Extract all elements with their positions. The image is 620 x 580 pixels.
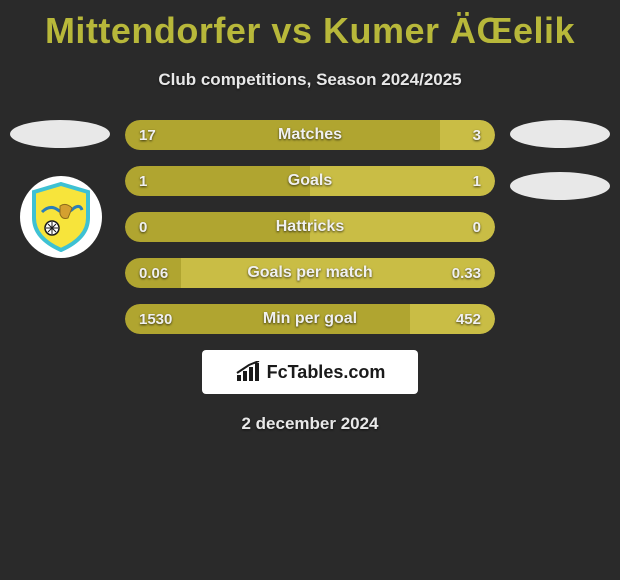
stat-row: 0.060.33Goals per match xyxy=(125,258,495,288)
club-left-badge xyxy=(20,176,102,258)
stat-bars: 173Matches11Goals00Hattricks0.060.33Goal… xyxy=(125,120,495,334)
comparison-container: 173Matches11Goals00Hattricks0.060.33Goal… xyxy=(0,120,620,334)
stat-bar-right xyxy=(410,304,495,334)
subtitle: Club competitions, Season 2024/2025 xyxy=(0,70,620,90)
stat-row: 1530452Min per goal xyxy=(125,304,495,334)
stat-bar-right xyxy=(440,120,496,150)
stat-value-left: 1530 xyxy=(139,304,172,334)
date-text: 2 december 2024 xyxy=(0,414,620,434)
stat-bar-left xyxy=(125,212,310,242)
club-shield-icon xyxy=(30,182,92,252)
page-title: Mittendorfer vs Kumer ÄŒelik xyxy=(0,0,620,52)
stat-bar-right xyxy=(310,212,495,242)
stat-bar-left xyxy=(125,120,440,150)
brand-badge[interactable]: FcTables.com xyxy=(202,350,418,394)
stat-value-right: 0.33 xyxy=(452,258,481,288)
stat-value-left: 0 xyxy=(139,212,147,242)
brand-text: FcTables.com xyxy=(267,362,386,383)
club-right-placeholder xyxy=(510,172,610,200)
stat-value-right: 3 xyxy=(473,120,481,150)
stat-bar-right xyxy=(181,258,496,288)
stat-value-right: 452 xyxy=(456,304,481,334)
stat-row: 00Hattricks xyxy=(125,212,495,242)
stat-value-right: 1 xyxy=(473,166,481,196)
stat-bar-right xyxy=(310,166,495,196)
stat-value-right: 0 xyxy=(473,212,481,242)
player-left-placeholder xyxy=(10,120,110,148)
stat-row: 11Goals xyxy=(125,166,495,196)
chart-icon xyxy=(235,361,261,383)
stat-bar-left xyxy=(125,166,310,196)
stat-row: 173Matches xyxy=(125,120,495,150)
player-right-placeholder xyxy=(510,120,610,148)
stat-value-left: 17 xyxy=(139,120,156,150)
stat-value-left: 1 xyxy=(139,166,147,196)
stat-value-left: 0.06 xyxy=(139,258,168,288)
